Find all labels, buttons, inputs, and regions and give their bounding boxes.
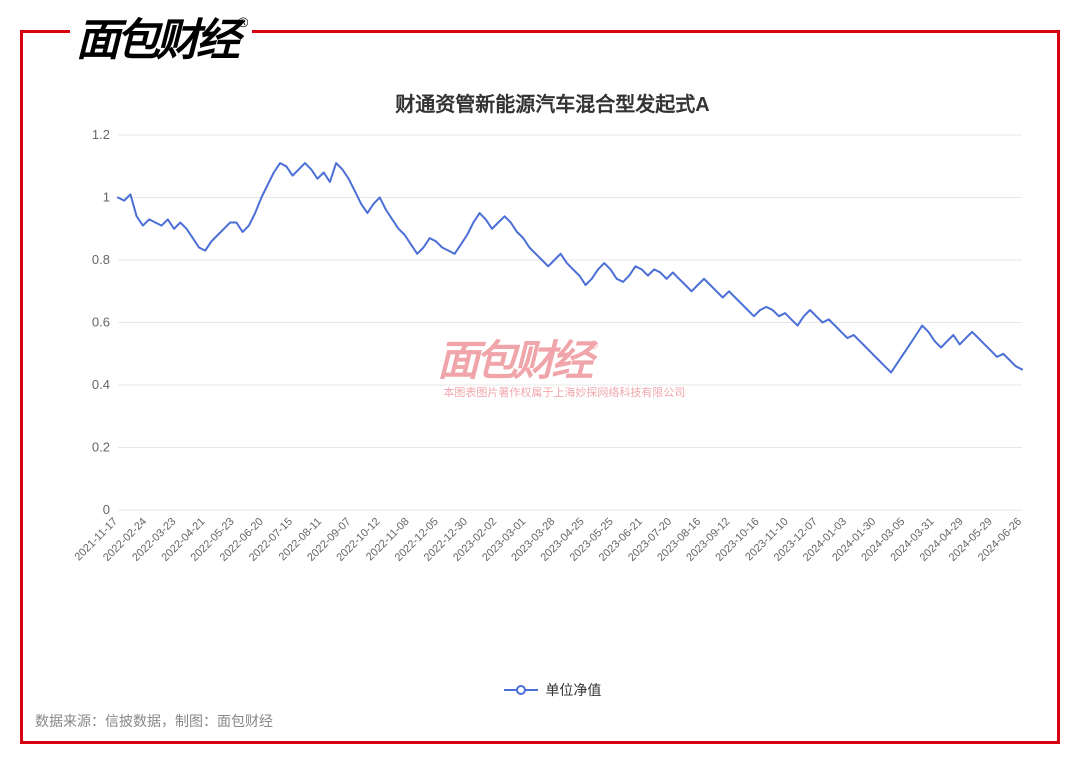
footer-note: 数据来源：信披数据，制图：面包财经 (35, 711, 273, 731)
svg-text:0.6: 0.6 (92, 314, 110, 329)
chart-svg: 00.20.40.60.811.22021-11-172022-02-24202… (73, 125, 1032, 605)
svg-text:0.4: 0.4 (92, 377, 110, 392)
chart-legend: 单位净值 (73, 680, 1032, 700)
plot-area: 00.20.40.60.811.22021-11-172022-02-24202… (73, 125, 1032, 605)
chart-container: 财通资管新能源汽车混合型发起式A 00.20.40.60.811.22021-1… (73, 88, 1032, 671)
svg-text:1: 1 (103, 189, 110, 204)
chart-title: 财通资管新能源汽车混合型发起式A (73, 88, 1032, 117)
svg-text:0.8: 0.8 (92, 252, 110, 267)
svg-text:1.2: 1.2 (92, 127, 110, 142)
legend-marker-icon (504, 683, 538, 699)
brand-registered-mark: ® (238, 14, 248, 30)
brand-name-cn: 面包财经 (76, 4, 236, 68)
svg-text:0.2: 0.2 (92, 439, 110, 454)
brand-logo: 面包财经 ® (70, 4, 252, 68)
svg-text:0: 0 (103, 502, 110, 517)
outer-frame: 财通资管新能源汽车混合型发起式A 00.20.40.60.811.22021-1… (20, 30, 1060, 744)
legend-label: 单位净值 (545, 682, 601, 698)
